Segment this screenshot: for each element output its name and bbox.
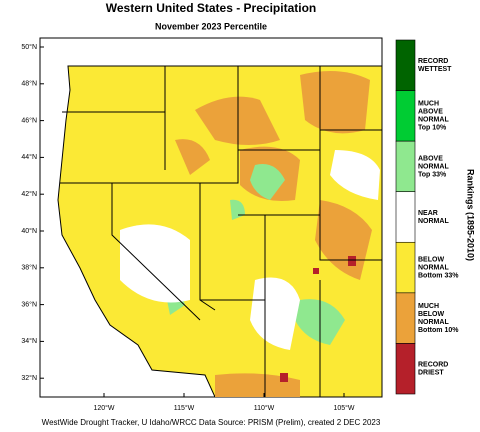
lat-label: 42°N — [21, 190, 37, 198]
lat-label: 44°N — [21, 153, 37, 161]
legend-label: BELOW — [418, 311, 444, 318]
legend-label: Top 10% — [418, 125, 447, 132]
lat-label: 40°N — [21, 227, 37, 235]
legend-label: NORMAL — [418, 319, 449, 326]
lat-label: 36°N — [21, 300, 37, 308]
legend-swatch — [395, 39, 416, 91]
state-borders — [60, 66, 382, 397]
normal-areas — [120, 150, 380, 350]
lat-label: 38°N — [21, 264, 37, 272]
legend-label: Bottom 33% — [418, 272, 459, 279]
legend-label: RECORD — [418, 58, 448, 65]
legend-label: WETTEST — [418, 66, 452, 73]
lon-labels: 120°W 115°W 110°W 105°W — [93, 393, 355, 412]
legend-swatch — [395, 343, 416, 395]
legend-swatch — [395, 241, 416, 294]
legend-swatch — [395, 191, 416, 243]
lat-label: 32°N — [21, 374, 37, 382]
lat-label: 50°N — [21, 43, 37, 51]
legend-label: MUCH — [418, 101, 439, 108]
lon-label: 120°W — [93, 404, 114, 412]
lon-label: 115°W — [174, 404, 195, 412]
legend: Rankings (1895-2010) RECORDWETTESTMUCHAB… — [395, 39, 476, 395]
lon-label: 105°W — [333, 404, 354, 412]
lat-label: 48°N — [21, 80, 37, 88]
legend-label: Top 33% — [418, 171, 447, 178]
legend-swatch — [395, 90, 416, 142]
record-dry-areas — [280, 256, 356, 382]
legend-label: NORMAL — [418, 163, 449, 170]
lat-labels: 50°N 48°N 46°N 44°N 42°N 40°N 38°N 36°N 34°N 32°N — [21, 43, 44, 382]
legend-label: NEAR — [418, 210, 438, 217]
lat-label: 46°N — [21, 116, 37, 124]
legend-label: NORMAL — [418, 218, 449, 225]
legend-swatch — [395, 140, 416, 193]
legend-title: Rankings (1895-2010) — [466, 169, 476, 261]
legend-swatch — [395, 292, 416, 344]
title: Western United States - Precipitation — [106, 1, 317, 15]
lon-label: 110°W — [254, 404, 275, 412]
legend-label: Bottom 10% — [418, 327, 459, 334]
legend-label: MUCH — [418, 303, 439, 310]
legend-label: NORMAL — [418, 264, 449, 271]
subtitle: November 2023 Percentile — [155, 21, 267, 31]
lat-label: 34°N — [21, 337, 37, 345]
legend-label: ABOVE — [418, 109, 443, 116]
legend-label: NORMAL — [418, 117, 449, 124]
map: 50°N 48°N 46°N 44°N 42°N 40°N 38°N 36°N 34°N 32°N… — [21, 37, 383, 412]
legend-label: DRIEST — [418, 370, 444, 377]
credit: WestWide Drought Tracker, U Idaho/WRCC D… — [42, 418, 381, 427]
legend-label: RECORD — [418, 362, 448, 369]
legend-label: ABOVE — [418, 155, 443, 162]
legend-label: BELOW — [418, 256, 444, 263]
